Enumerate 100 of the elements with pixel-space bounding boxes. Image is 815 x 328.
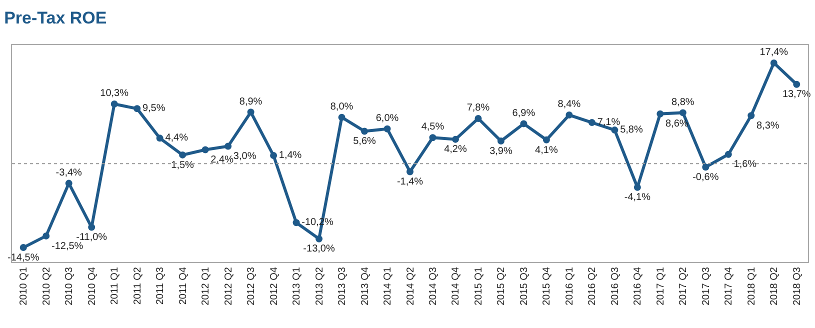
x-tick-label: 2016 Q2 (587, 266, 598, 306)
x-tick-label: 2018 Q2 (769, 266, 780, 306)
data-label: -11,0% (76, 232, 108, 244)
x-tick-label: 2014 Q2 (405, 266, 416, 306)
point (270, 152, 278, 160)
x-tick-label: 2010 Q3 (64, 266, 76, 306)
point (429, 134, 436, 142)
x-tick-label: 2016 Q1 (564, 266, 576, 306)
x-tick-label: 2017 Q2 (678, 266, 690, 306)
data-label: 1,4% (278, 150, 302, 162)
data-label: -12,5% (51, 240, 84, 252)
point (452, 136, 459, 143)
x-tick-label: 2013 Q2 (314, 266, 326, 306)
point (292, 219, 300, 226)
data-label: 1,6% (734, 159, 757, 170)
point (361, 128, 368, 135)
x-tick-label: 2017 Q4 (724, 266, 735, 306)
x-tick-label: 2015 Q4 (542, 266, 553, 306)
x-tick-label: 2012 Q3 (246, 266, 258, 306)
point (406, 168, 414, 176)
data-label: 2,4% (210, 154, 234, 166)
x-tick-label: 2011 Q2 (132, 266, 144, 305)
x-tick-label: 2010 Q2 (41, 266, 52, 306)
x-tick-label: 2015 Q2 (496, 266, 508, 306)
point (702, 164, 710, 171)
point (338, 114, 346, 121)
data-label: 6,0% (376, 113, 399, 124)
x-tick-label: 2013 Q1 (292, 266, 303, 306)
x-tick-label: 2011 Q3 (155, 266, 166, 305)
data-label: 6,9% (512, 108, 536, 119)
point (656, 110, 664, 118)
point (20, 244, 27, 252)
data-label: 8,3% (756, 120, 780, 132)
data-label: 7,8% (466, 102, 490, 114)
data-label: -13,0% (303, 244, 335, 255)
data-label: 17,4% (760, 47, 788, 58)
x-tick-label: 2017 Q1 (655, 266, 666, 306)
data-label: 4,4% (165, 132, 188, 144)
point (724, 150, 732, 158)
point (316, 235, 323, 242)
point (474, 114, 482, 122)
x-tick-label: 2011 Q4 (178, 266, 189, 305)
data-label: -4,1% (624, 192, 651, 204)
point (793, 80, 800, 88)
point (588, 119, 596, 126)
data-label: 13,7% (782, 89, 811, 100)
x-tick-label: 2013 Q3 (337, 266, 348, 306)
data-label: 7,1% (597, 117, 620, 128)
x-tick-label: 2014 Q4 (450, 266, 462, 306)
x-tick-label: 2015 Q1 (473, 266, 484, 306)
data-label: 8,9% (239, 96, 262, 108)
x-tick-label: 2018 Q1 (746, 266, 758, 306)
point (65, 180, 72, 187)
data-label: 3,0% (233, 151, 256, 162)
point (42, 232, 50, 240)
x-tick-label: 2014 Q3 (428, 266, 439, 306)
data-label: 10,3% (100, 88, 129, 100)
x-tick-label: 2016 Q3 (610, 266, 621, 306)
data-label: 4,2% (444, 144, 467, 156)
data-label: 9,5% (142, 103, 166, 114)
x-tick-label: 2012 Q4 (268, 266, 280, 306)
point (110, 100, 118, 108)
data-label: -1,4% (396, 176, 424, 188)
x-tick-label: 2012 Q2 (223, 266, 234, 306)
point (679, 109, 686, 116)
point (88, 224, 96, 231)
point (134, 105, 141, 112)
point (634, 184, 641, 191)
point (156, 134, 164, 142)
point (542, 136, 550, 144)
point (566, 112, 573, 119)
point (202, 146, 209, 154)
x-tick-label: 2016 Q4 (632, 266, 644, 306)
point (770, 59, 778, 66)
point (497, 138, 504, 145)
x-tick-label: 2011 Q1 (110, 266, 121, 305)
data-label: 3,9% (490, 146, 512, 157)
data-label: -3,4% (56, 167, 82, 178)
x-tick-label: 2017 Q3 (700, 266, 712, 306)
data-label: 8,0% (330, 101, 354, 112)
data-label: 4,1% (535, 144, 558, 156)
x-tick-label: 2012 Q1 (200, 266, 212, 306)
x-tick-label: 2015 Q3 (518, 266, 530, 306)
point (611, 126, 618, 134)
x-tick-label: 2018 Q3 (792, 266, 803, 306)
data-label: 4,5% (421, 122, 444, 133)
data-label: -14,5% (8, 252, 40, 264)
point (224, 142, 232, 150)
point (247, 108, 254, 116)
chart-title: Pre-Tax ROE (4, 8, 107, 28)
point (520, 120, 528, 128)
data-label: 5,6% (353, 136, 376, 148)
point (748, 112, 755, 120)
data-label: 5,8% (620, 124, 643, 136)
point (384, 125, 391, 132)
point (179, 151, 186, 158)
x-tick-label: 2013 Q4 (360, 266, 371, 306)
data-label: -0,6% (692, 172, 719, 183)
x-tick-label: 2010 Q4 (86, 266, 98, 306)
data-label: 8,4% (558, 99, 581, 110)
